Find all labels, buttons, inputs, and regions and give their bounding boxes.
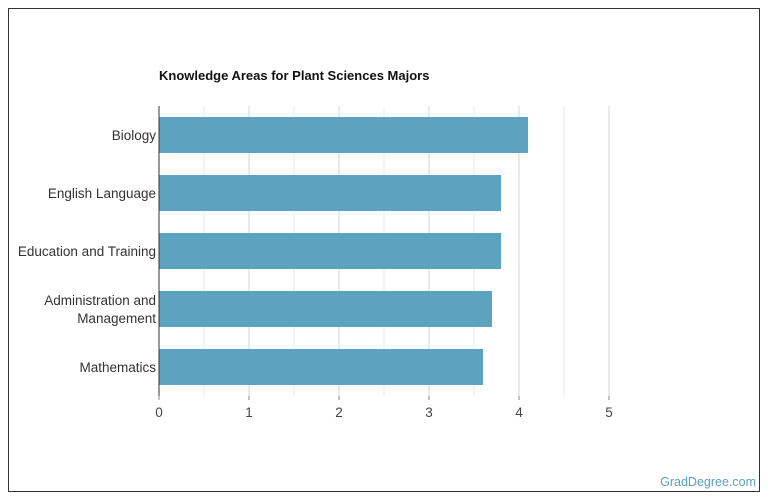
bar-1 [159,175,501,211]
bar-3 [159,291,492,327]
bar-0 [159,117,528,153]
x-tick-label: 5 [605,405,613,420]
category-label: English Language [48,186,156,201]
x-tick-label: 1 [245,405,253,420]
x-tick-label: 0 [155,405,163,420]
category-label: Management [77,311,156,326]
x-tick-labels: 0 1 2 3 4 5 [155,396,613,420]
bars [159,117,528,385]
watermark-link[interactable]: GradDegree.com [660,475,756,489]
category-label: Education and Training [18,244,156,259]
category-label: Biology [112,128,157,143]
bar-2 [159,233,501,269]
category-label: Mathematics [79,360,156,375]
x-tick-label: 4 [515,405,523,420]
bar-4 [159,349,483,385]
chart-title: Knowledge Areas for Plant Sciences Major… [159,68,429,83]
x-tick-label: 3 [425,405,433,420]
x-tick-label: 2 [335,405,343,420]
grid-lines [203,106,610,396]
category-labels: Biology English Language Education and Tra… [18,128,156,375]
category-label: Administration and [44,293,156,308]
